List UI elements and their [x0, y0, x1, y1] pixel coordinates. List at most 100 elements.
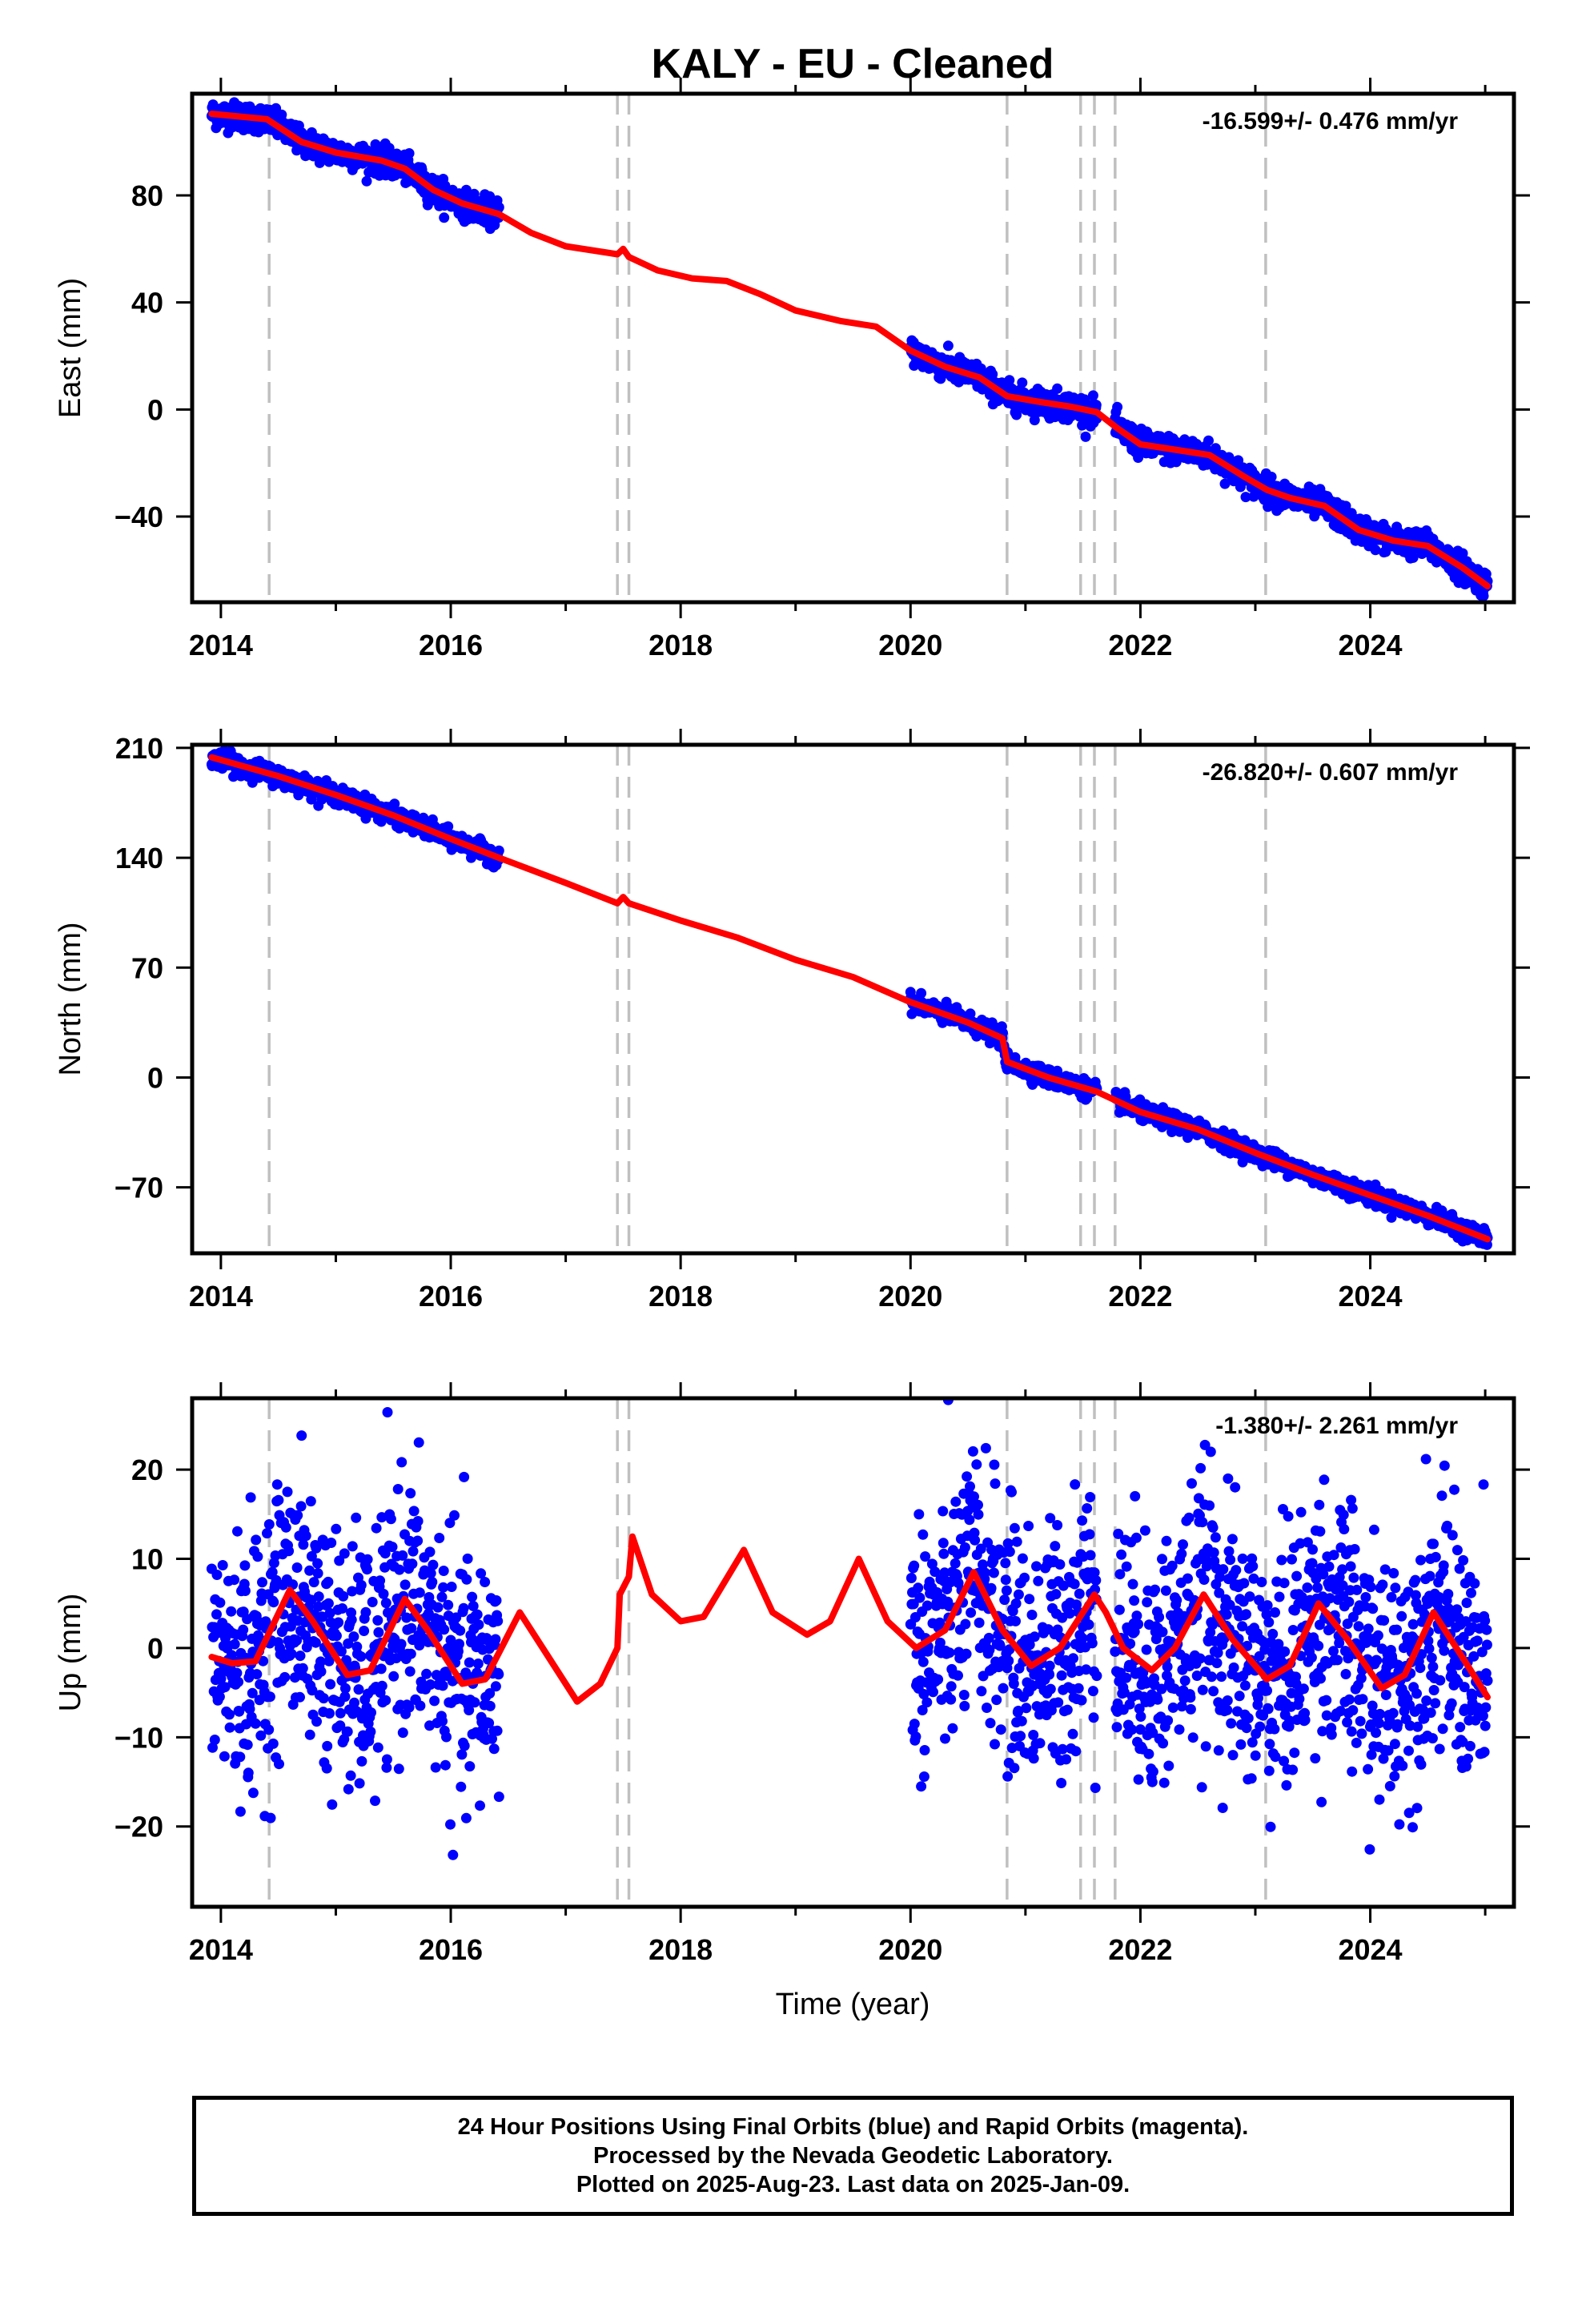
data-point — [985, 1718, 996, 1729]
data-point — [1029, 1631, 1040, 1642]
data-point — [247, 1687, 258, 1699]
data-point — [967, 1445, 978, 1457]
data-point — [980, 1442, 991, 1454]
data-point — [960, 1618, 971, 1630]
data-point — [918, 1771, 930, 1782]
data-point — [362, 1564, 372, 1575]
data-point — [359, 1626, 370, 1636]
data-point — [1028, 1753, 1039, 1764]
data-point — [472, 1609, 483, 1620]
data-point — [1112, 401, 1123, 412]
data-point — [372, 1742, 383, 1753]
data-point — [296, 1430, 307, 1441]
data-point — [388, 1671, 400, 1682]
data-point — [440, 1759, 451, 1771]
x-tick-label: 2020 — [878, 1280, 942, 1313]
data-point — [938, 1538, 949, 1549]
data-point — [327, 1799, 338, 1810]
y-tick-label: 40 — [131, 287, 163, 320]
data-point — [365, 1726, 376, 1737]
data-point — [291, 1562, 303, 1573]
data-point — [279, 1671, 291, 1683]
data-point — [341, 1655, 351, 1666]
data-point — [480, 1577, 491, 1587]
x-tick-label: 2014 — [189, 1280, 253, 1313]
data-point — [265, 1812, 276, 1823]
data-point — [1070, 1479, 1081, 1490]
data-point — [964, 1514, 975, 1526]
data-point — [989, 1459, 1000, 1470]
data-point — [464, 1705, 475, 1715]
y-tick-label: 140 — [115, 842, 163, 875]
data-point — [1457, 548, 1468, 559]
data-point — [441, 1731, 452, 1743]
data-point — [1478, 590, 1489, 601]
data-point — [1016, 1715, 1027, 1727]
data-point — [916, 987, 927, 999]
y-tick-label: 0 — [147, 393, 163, 426]
data-point — [339, 1683, 351, 1694]
data-point — [491, 1595, 502, 1606]
data-point — [207, 1742, 218, 1753]
data-point — [492, 1615, 504, 1626]
data-point — [1003, 1655, 1014, 1667]
data-point — [961, 1648, 972, 1659]
data-point — [255, 1730, 267, 1741]
data-point — [1067, 1728, 1078, 1739]
data-point — [965, 1481, 975, 1492]
data-point — [273, 1494, 284, 1506]
data-point — [958, 1690, 970, 1700]
data-point — [991, 1695, 1002, 1706]
data-point — [346, 1614, 357, 1626]
data-point — [375, 1663, 387, 1675]
data-point — [469, 1697, 480, 1708]
rate-annotation: -16.599+/- 0.476 mm/yr — [1203, 108, 1459, 135]
data-point — [337, 1603, 347, 1614]
data-point — [304, 1729, 315, 1740]
data-point — [462, 1671, 472, 1682]
data-point — [355, 1579, 367, 1590]
data-point — [351, 1512, 362, 1523]
data-point — [323, 1598, 334, 1609]
y-tick-label: 0 — [147, 1061, 163, 1094]
data-point — [1009, 1522, 1020, 1534]
data-point — [295, 1501, 307, 1512]
x-tick-label: 2018 — [648, 1280, 713, 1313]
data-point — [209, 1735, 220, 1745]
data-point — [909, 1719, 920, 1730]
data-point — [970, 1534, 981, 1546]
data-point — [250, 1718, 261, 1729]
data-point — [428, 1559, 439, 1570]
data-point — [434, 1533, 445, 1543]
data-point — [973, 1509, 984, 1520]
data-point — [347, 1541, 358, 1552]
data-point — [325, 1679, 336, 1690]
data-point — [338, 1590, 349, 1602]
data-point — [1011, 1536, 1022, 1547]
data-point — [1044, 1669, 1055, 1680]
data-point — [430, 1762, 441, 1773]
data-point — [407, 1558, 418, 1570]
data-point — [436, 1591, 448, 1602]
data-point — [1028, 1730, 1039, 1740]
data-point — [307, 1685, 318, 1696]
data-point — [239, 1586, 251, 1596]
data-point — [264, 1691, 275, 1703]
data-point — [1061, 1754, 1072, 1765]
data-point — [414, 1587, 425, 1598]
data-point — [401, 1612, 412, 1623]
data-point — [978, 1559, 988, 1570]
data-point — [304, 1565, 315, 1576]
data-point — [295, 1651, 306, 1662]
data-point — [244, 1703, 255, 1715]
data-point — [490, 1681, 501, 1692]
data-point — [211, 1570, 223, 1580]
data-point — [448, 1849, 459, 1860]
data-point — [362, 1554, 373, 1565]
data-point — [322, 1740, 333, 1751]
data-points — [206, 97, 1493, 601]
data-point — [283, 1546, 295, 1557]
